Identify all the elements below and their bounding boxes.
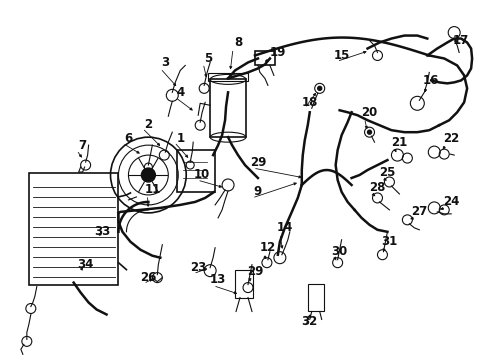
Text: 32: 32 <box>302 315 318 328</box>
Bar <box>235 270 253 298</box>
Text: 6: 6 <box>124 132 133 145</box>
Text: 3: 3 <box>161 56 170 69</box>
Text: 22: 22 <box>443 132 459 145</box>
Circle shape <box>368 130 371 134</box>
Text: 16: 16 <box>423 74 440 87</box>
Text: 29: 29 <box>247 265 263 278</box>
Bar <box>255 50 275 66</box>
Text: 4: 4 <box>176 86 184 99</box>
Text: 2: 2 <box>145 118 152 131</box>
Text: 10: 10 <box>194 167 210 180</box>
Text: 27: 27 <box>411 205 427 219</box>
Text: 29: 29 <box>250 156 266 168</box>
Text: 11: 11 <box>144 184 161 197</box>
Text: 12: 12 <box>260 241 276 254</box>
Text: 15: 15 <box>333 49 350 62</box>
Text: 18: 18 <box>301 96 318 109</box>
Bar <box>208 73 248 81</box>
Text: 25: 25 <box>379 166 395 179</box>
Text: 1: 1 <box>176 132 184 145</box>
Text: 20: 20 <box>362 106 378 119</box>
Text: 23: 23 <box>190 261 206 274</box>
Text: 17: 17 <box>453 34 469 47</box>
Text: 28: 28 <box>369 181 386 194</box>
Bar <box>29 173 119 285</box>
Text: 34: 34 <box>77 258 94 271</box>
Text: 30: 30 <box>332 245 348 258</box>
Text: 14: 14 <box>277 221 293 234</box>
Bar <box>308 284 324 311</box>
Text: 26: 26 <box>140 271 157 284</box>
Bar <box>177 150 215 192</box>
Text: 5: 5 <box>204 52 212 65</box>
Text: 13: 13 <box>210 273 226 286</box>
Circle shape <box>318 86 322 90</box>
Text: 24: 24 <box>443 195 460 208</box>
Text: 7: 7 <box>78 139 87 152</box>
Text: 8: 8 <box>234 36 242 49</box>
Text: 21: 21 <box>392 136 408 149</box>
Circle shape <box>142 168 155 182</box>
Text: 9: 9 <box>254 185 262 198</box>
Text: 19: 19 <box>270 46 286 59</box>
Text: 31: 31 <box>381 235 397 248</box>
Bar <box>210 80 246 137</box>
Text: 33: 33 <box>95 225 111 238</box>
